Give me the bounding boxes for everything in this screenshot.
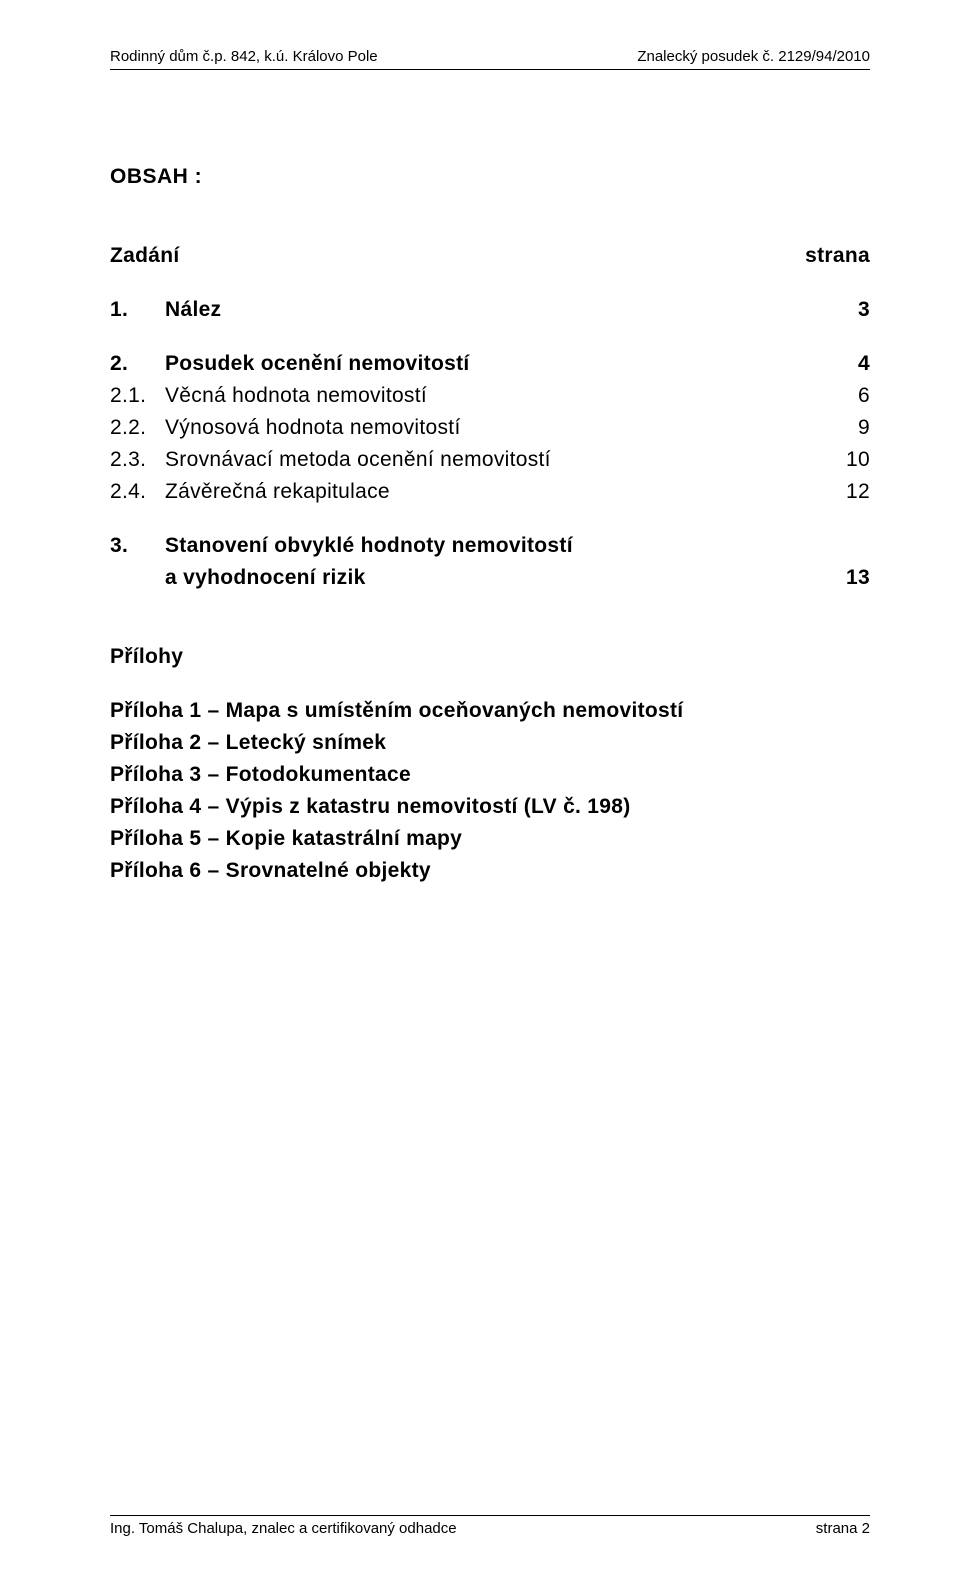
attachment-line: Příloha 3 – Fotodokumentace: [110, 763, 870, 787]
footer-left: Ing. Tomáš Chalupa, znalec a certifikova…: [110, 1520, 457, 1537]
table-of-contents: Zadání strana 1. Nález 3 2. Posudek ocen…: [110, 244, 870, 590]
toc-item-page: 9: [858, 416, 870, 440]
toc-item-num: 1.: [110, 298, 165, 322]
attachment-line: Příloha 1 – Mapa s umístěním oceňovaných…: [110, 699, 870, 723]
toc-item-num: 2.1.: [110, 384, 165, 408]
header-right: Znalecký posudek č. 2129/94/2010: [637, 48, 870, 65]
obsah-title: OBSAH :: [110, 165, 870, 189]
toc-item-num: 3.: [110, 534, 165, 558]
toc-item-num: 2.3.: [110, 448, 165, 472]
toc-heading-row: Zadání strana: [110, 244, 870, 268]
toc-item-num: 2.4.: [110, 480, 165, 504]
toc-item-label: Závěrečná rekapitulace: [165, 480, 390, 504]
toc-item-page: 4: [858, 352, 870, 376]
toc-item-3: 3. Stanovení obvyklé hodnoty nemovitostí: [110, 534, 870, 558]
toc-item: 2.3. Srovnávací metoda ocenění nemovitos…: [110, 448, 870, 472]
toc-item-label-line1: Stanovení obvyklé hodnoty nemovitostí: [165, 534, 573, 558]
toc-item-label: Nález: [165, 298, 221, 322]
toc-heading-left: Zadání: [110, 244, 179, 268]
toc-item-label-line2: a vyhodnocení rizik: [165, 566, 366, 590]
toc-item-num: 2.2.: [110, 416, 165, 440]
header-rule: [110, 69, 870, 70]
attachment-line: Příloha 6 – Srovnatelné objekty: [110, 859, 870, 883]
footer-row: Ing. Tomáš Chalupa, znalec a certifikova…: [110, 1520, 870, 1537]
footer-right: strana 2: [816, 1520, 870, 1537]
toc-item-label: Výnosová hodnota nemovitostí: [165, 416, 461, 440]
toc-item-label: Věcná hodnota nemovitostí: [165, 384, 427, 408]
attachments-section: Přílohy Příloha 1 – Mapa s umístěním oce…: [110, 645, 870, 883]
toc-item-page: 10: [846, 448, 870, 472]
toc-item-page: 6: [858, 384, 870, 408]
toc-item: 2.1. Věcná hodnota nemovitostí 6: [110, 384, 870, 408]
attachment-line: Příloha 5 – Kopie katastrální mapy: [110, 827, 870, 851]
toc-item-page: 3: [858, 298, 870, 322]
toc-item-label: Srovnávací metoda ocenění nemovitostí: [165, 448, 551, 472]
attachment-line: Příloha 4 – Výpis z katastru nemovitostí…: [110, 795, 870, 819]
toc-item-page: 12: [846, 480, 870, 504]
toc-item: 2.2. Výnosová hodnota nemovitostí 9: [110, 416, 870, 440]
toc-item-label: Posudek ocenění nemovitostí: [165, 352, 470, 376]
footer-rule: [110, 1515, 870, 1516]
toc-heading-right: strana: [805, 244, 870, 268]
footer: Ing. Tomáš Chalupa, znalec a certifikova…: [110, 1515, 870, 1537]
attachments-heading: Přílohy: [110, 645, 870, 669]
toc-item: 1. Nález 3: [110, 298, 870, 322]
header-left: Rodinný dům č.p. 842, k.ú. Královo Pole: [110, 48, 378, 65]
toc-item: 2. Posudek ocenění nemovitostí 4: [110, 352, 870, 376]
document-page: Rodinný dům č.p. 842, k.ú. Královo Pole …: [0, 0, 960, 1589]
toc-item-page: 13: [846, 566, 870, 590]
header-row: Rodinný dům č.p. 842, k.ú. Královo Pole …: [110, 48, 870, 67]
toc-item: 2.4. Závěrečná rekapitulace 12: [110, 480, 870, 504]
toc-item-num: 2.: [110, 352, 165, 376]
toc-item-3-cont: a vyhodnocení rizik 13: [110, 566, 870, 590]
attachment-line: Příloha 2 – Letecký snímek: [110, 731, 870, 755]
